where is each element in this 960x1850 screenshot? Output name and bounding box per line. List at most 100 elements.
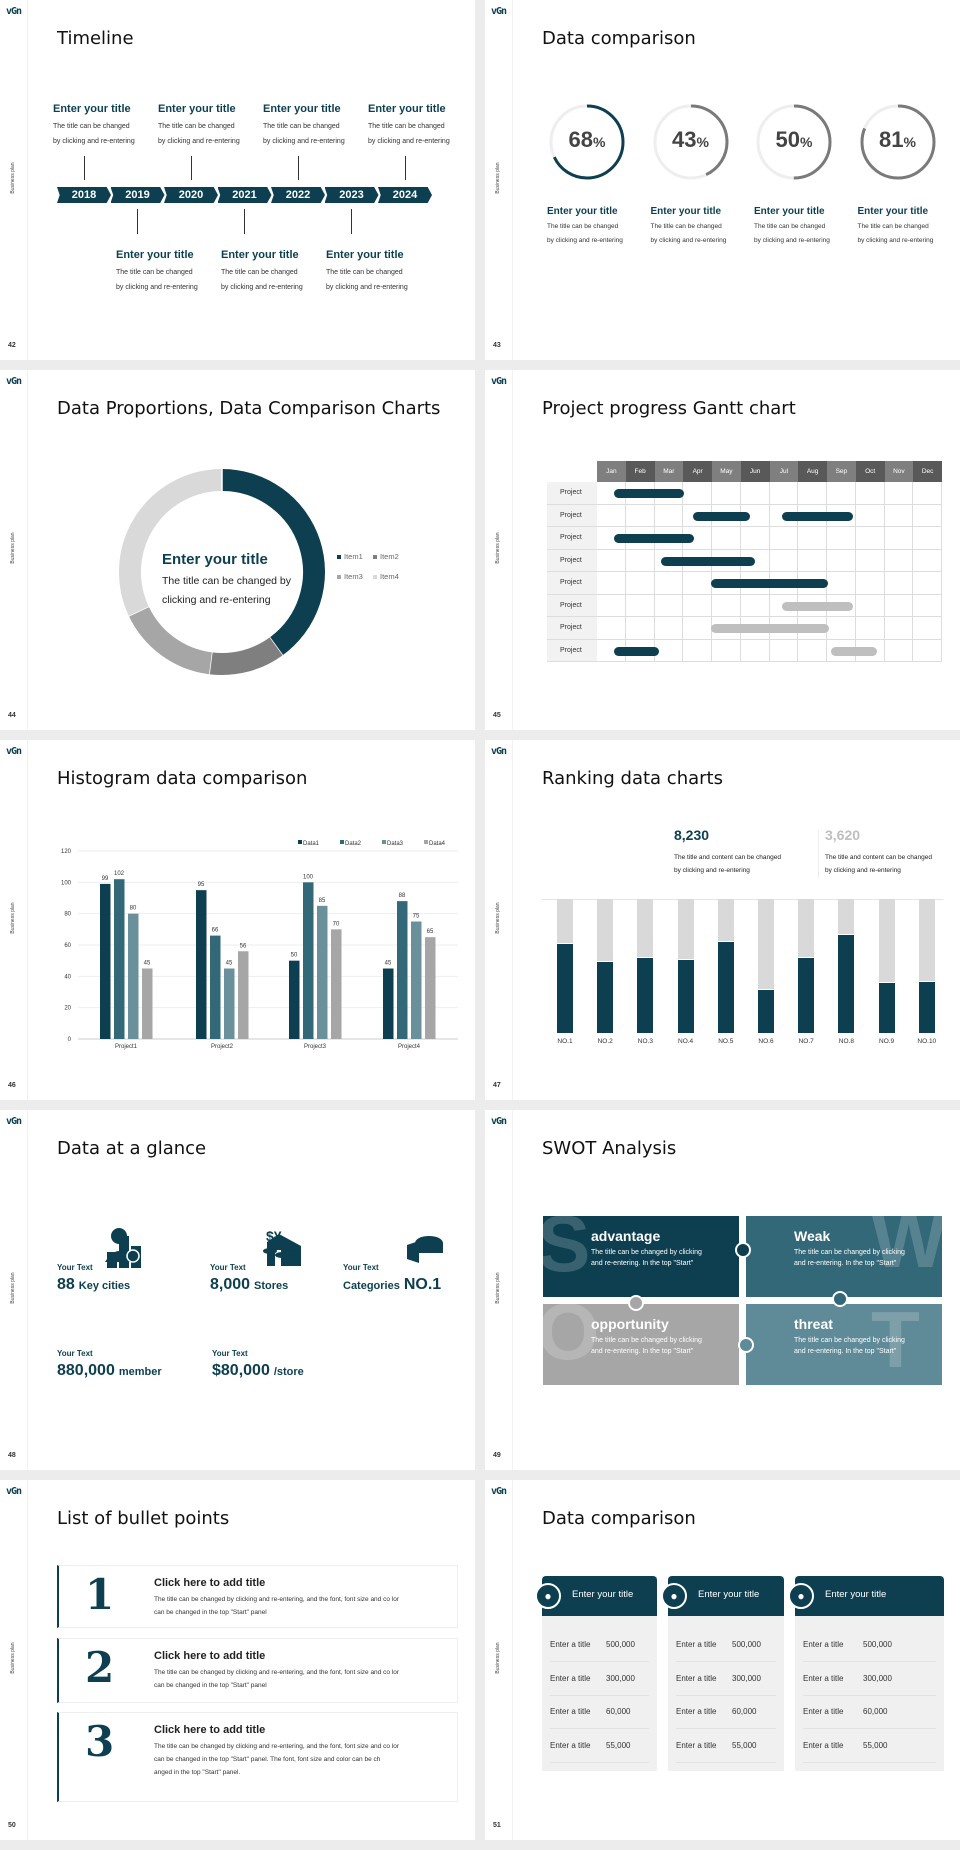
data-label: 65 bbox=[427, 929, 434, 935]
swot-desc: The title can be changed by clicking and … bbox=[794, 1247, 914, 1269]
gantt-cell bbox=[683, 617, 712, 640]
event-title: Enter your title bbox=[221, 249, 299, 261]
stat-divider bbox=[818, 830, 819, 878]
row-label: Enter a title bbox=[676, 1740, 717, 1750]
gantt-cell bbox=[827, 482, 856, 505]
month-header: Nov bbox=[884, 461, 914, 482]
gantt-cell bbox=[827, 549, 856, 572]
slide-42: vGn Business plan 42 Timeline 2018 2019 2020 20… bbox=[0, 0, 475, 360]
month-header: Sep bbox=[827, 461, 856, 482]
year-segment: 2024 bbox=[378, 187, 432, 203]
desc-line: and re-entering. In the top "Start" bbox=[794, 1260, 897, 1267]
divider bbox=[27, 1110, 28, 1470]
progress-ring bbox=[860, 104, 935, 180]
gantt-cell bbox=[683, 572, 712, 595]
bullet-card: 3 Click here to add title The title can be… bbox=[57, 1712, 458, 1802]
divider bbox=[512, 370, 513, 730]
data-label: 85 bbox=[319, 898, 326, 904]
gantt-cell bbox=[597, 617, 626, 640]
gantt-bar bbox=[711, 624, 829, 633]
year-segment: 2022 bbox=[271, 187, 325, 203]
gantt-cell bbox=[712, 482, 741, 505]
row-value: 500,000 bbox=[863, 1640, 892, 1649]
side-label: Business plan bbox=[495, 532, 501, 564]
row-label: Enter a title bbox=[676, 1707, 717, 1716]
ring-progress bbox=[549, 104, 625, 180]
legend-label: Data4 bbox=[429, 841, 446, 847]
table-header: Enter your title bbox=[542, 1576, 657, 1616]
bar-value bbox=[557, 943, 573, 1033]
desc-line: and re-entering. In the top "Start" bbox=[591, 1260, 694, 1267]
bar-value bbox=[717, 940, 734, 1033]
bar-data1 bbox=[100, 883, 111, 1039]
bullet-title: Click here to add title bbox=[154, 1724, 266, 1736]
brand-logo: vGn bbox=[6, 1116, 22, 1127]
table-row: Enter a title 300,000 bbox=[803, 1668, 936, 1696]
row-label: Enter a title bbox=[803, 1707, 844, 1716]
stat-label: Your Text bbox=[57, 1263, 93, 1272]
swot-title: advantage bbox=[591, 1228, 661, 1244]
table-row: Enter a title 500,000 bbox=[550, 1634, 649, 1662]
gantt-cell bbox=[683, 482, 712, 505]
row-label: Enter a title bbox=[676, 1673, 717, 1683]
donut-center-title: Enter your title bbox=[162, 551, 268, 568]
ring-progress bbox=[653, 104, 728, 180]
table-title: Enter your title bbox=[572, 1589, 634, 1600]
gantt-cell bbox=[597, 594, 626, 617]
bullet-desc: The title can be changed by clicking and… bbox=[154, 1743, 399, 1776]
ring-progress bbox=[756, 104, 832, 180]
row-value: 500,000 bbox=[606, 1640, 635, 1649]
legend-swatch bbox=[373, 575, 377, 580]
year-segment: 2021 bbox=[217, 187, 272, 203]
bullet-number: 3 bbox=[85, 1717, 115, 1766]
page-number: 51 bbox=[493, 1822, 501, 1829]
legend-item: Item2 bbox=[373, 552, 399, 561]
gantt-cell bbox=[625, 549, 655, 572]
legend-item: Item3 bbox=[337, 572, 363, 581]
data-label: 45 bbox=[144, 961, 151, 967]
row-value: 300,000 bbox=[863, 1673, 892, 1683]
gantt-cell bbox=[597, 549, 626, 572]
month-header: Jun bbox=[740, 461, 770, 482]
swot-desc: The title can be changed by clicking and … bbox=[591, 1247, 711, 1269]
divider bbox=[27, 740, 28, 1100]
x-tick-label: NO.3 bbox=[637, 1038, 653, 1045]
page-number: 49 bbox=[493, 1452, 501, 1459]
puzzle-knob bbox=[738, 1337, 754, 1353]
gantt-cell bbox=[913, 482, 942, 505]
table-row: Enter a title 60,000 bbox=[676, 1701, 776, 1729]
gantt-cell bbox=[855, 594, 885, 617]
gantt-cell bbox=[884, 482, 914, 505]
slide-title: Histogram data comparison bbox=[57, 768, 308, 789]
bar-data4 bbox=[425, 937, 436, 1039]
side-label: Business plan bbox=[495, 1642, 501, 1674]
gantt-cell bbox=[798, 527, 827, 550]
gantt-cell bbox=[913, 617, 942, 640]
stat-number: NO.1 bbox=[403, 1276, 442, 1293]
gantt-bar bbox=[831, 646, 878, 656]
legend-item: Item1 bbox=[337, 552, 363, 561]
page-number: 44 bbox=[8, 712, 16, 719]
gantt-cell bbox=[827, 572, 856, 595]
side-label: Business plan bbox=[10, 1642, 16, 1674]
percent-unit: % bbox=[800, 134, 813, 150]
bullet-desc: The title can be changed by clicking and… bbox=[154, 1596, 399, 1616]
legend-label: Item1 bbox=[344, 552, 363, 561]
percent-value: 68 bbox=[568, 127, 594, 152]
connector-line bbox=[298, 156, 299, 180]
y-tick-label: 120 bbox=[61, 849, 72, 855]
legend-item: Item4 bbox=[373, 572, 399, 581]
y-tick-label: 20 bbox=[64, 1006, 71, 1012]
bullet-number: 1 bbox=[85, 1570, 115, 1619]
gantt-bar bbox=[711, 579, 828, 588]
page-number: 46 bbox=[8, 1082, 16, 1089]
pie-3d-icon bbox=[407, 1236, 443, 1263]
stat-label: Your Text bbox=[212, 1349, 248, 1358]
row-value: 60,000 bbox=[606, 1707, 631, 1716]
event-title: Enter your title bbox=[263, 103, 341, 115]
event-desc: The title can be changed bbox=[221, 269, 298, 276]
desc-line: The title can be changed by clicking bbox=[794, 1337, 905, 1344]
table-row: Enter a title 55,000 bbox=[803, 1735, 936, 1763]
row-label: Enter a title bbox=[803, 1740, 844, 1750]
